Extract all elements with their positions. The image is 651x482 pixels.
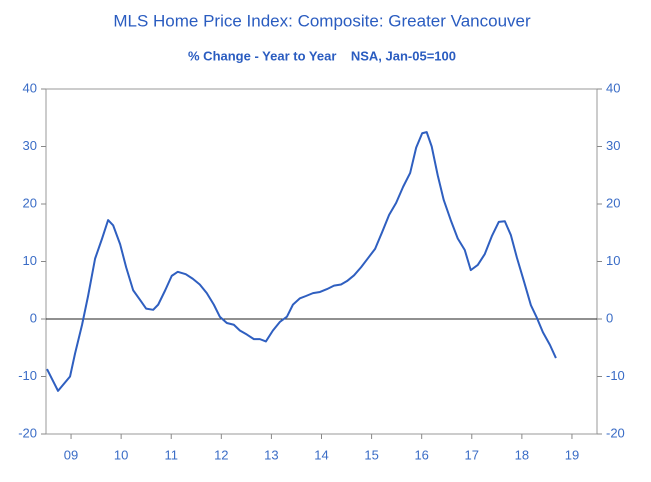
y-tick-label: 0 [30, 310, 37, 325]
y-tick-label: 30 [23, 138, 37, 153]
y2-tick-label: -10 [606, 368, 625, 383]
y2-tick-label: -20 [606, 425, 625, 440]
chart-title: MLS Home Price Index: Composite: Greater… [113, 11, 531, 30]
y2-tick-label: 20 [606, 195, 620, 210]
y-tick-label: -20 [18, 425, 37, 440]
y-tick-label: 40 [23, 80, 37, 95]
y2-tick-label: 30 [606, 138, 620, 153]
x-tick-label: 16 [414, 447, 428, 462]
x-tick-label: 15 [364, 447, 378, 462]
x-tick-label: 13 [264, 447, 278, 462]
y-tick-label: 10 [23, 253, 37, 268]
y2-tick-label: 0 [606, 310, 613, 325]
plot-frame [45, 88, 598, 435]
y2-tick-label: 10 [606, 253, 620, 268]
chart-subtitle: % Change - Year to Year NSA, Jan-05=100 [188, 48, 456, 63]
x-tick-label: 18 [515, 447, 529, 462]
x-tick-label: 09 [64, 447, 78, 462]
y-tick-label: 20 [23, 195, 37, 210]
y-tick-label: -10 [18, 368, 37, 383]
x-tick-label: 11 [164, 447, 178, 462]
x-tick-label: 14 [314, 447, 328, 462]
y2-tick-label: 40 [606, 80, 620, 95]
x-tick-label: 19 [565, 447, 579, 462]
series-line [46, 131, 557, 392]
x-tick-label: 12 [214, 447, 228, 462]
x-tick-label: 17 [465, 447, 479, 462]
x-tick-label: 10 [114, 447, 128, 462]
